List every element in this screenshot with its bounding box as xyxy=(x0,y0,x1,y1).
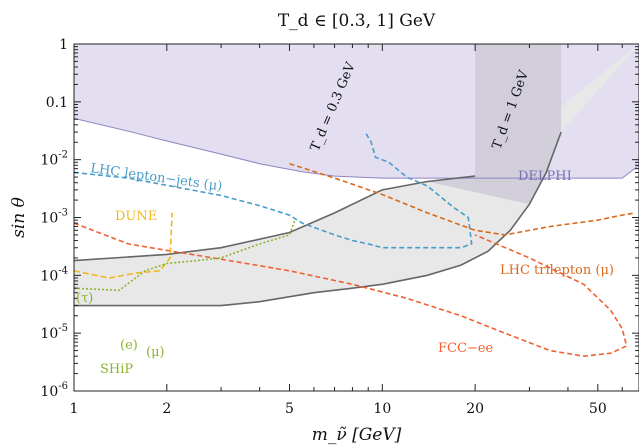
label-dune: DUNE xyxy=(115,209,157,224)
label-tau: (τ) xyxy=(76,291,93,306)
ship-curve xyxy=(74,219,296,292)
td-band-upper xyxy=(427,44,562,205)
lhc-trilepton-curve xyxy=(289,162,636,236)
x-tick-label: 10 xyxy=(373,401,391,417)
x-tick-label: 5 xyxy=(285,401,294,417)
td-0.3-curve xyxy=(74,131,562,307)
y-axis-label: sin θ xyxy=(9,197,29,238)
allowed-region xyxy=(74,44,639,306)
y-tick-label: 0.1 xyxy=(46,95,68,111)
fcc-ee-curve xyxy=(74,222,628,358)
lhc-lepton-jets-curve xyxy=(74,131,473,249)
x-axis-label: m_ν̃ [GeV] xyxy=(312,425,402,445)
label-lhctri: LHC trilepton (μ) xyxy=(500,263,614,278)
x-tick-label: 2 xyxy=(162,401,171,417)
label-delphi: DELPHI xyxy=(518,169,572,184)
delphi-boundary xyxy=(74,117,639,179)
label-lhcjets: LHC lepton−jets (μ) xyxy=(89,161,223,194)
y-tick-label: 10-3 xyxy=(40,208,68,227)
label-mu: (μ) xyxy=(146,345,165,360)
x-tick-label: 20 xyxy=(466,401,484,417)
label-e: (e) xyxy=(120,338,138,353)
x-tick-label: 1 xyxy=(70,401,79,417)
label-ship: SHiP xyxy=(100,362,133,377)
td-1-curve xyxy=(74,175,476,262)
y-tick-label: 1 xyxy=(59,37,68,53)
chart-title: T_d ∈ [0.3, 1] GeV xyxy=(278,11,436,31)
y-tick-label: 10-4 xyxy=(40,265,68,284)
y-tick-label: 10-6 xyxy=(40,381,68,400)
x-tick-label: 50 xyxy=(589,401,607,417)
label-fcc: FCC−ee xyxy=(438,341,493,356)
y-tick-label: 10-5 xyxy=(40,323,68,342)
dune-curve xyxy=(74,212,173,279)
y-tick-label: 10-2 xyxy=(40,150,68,169)
